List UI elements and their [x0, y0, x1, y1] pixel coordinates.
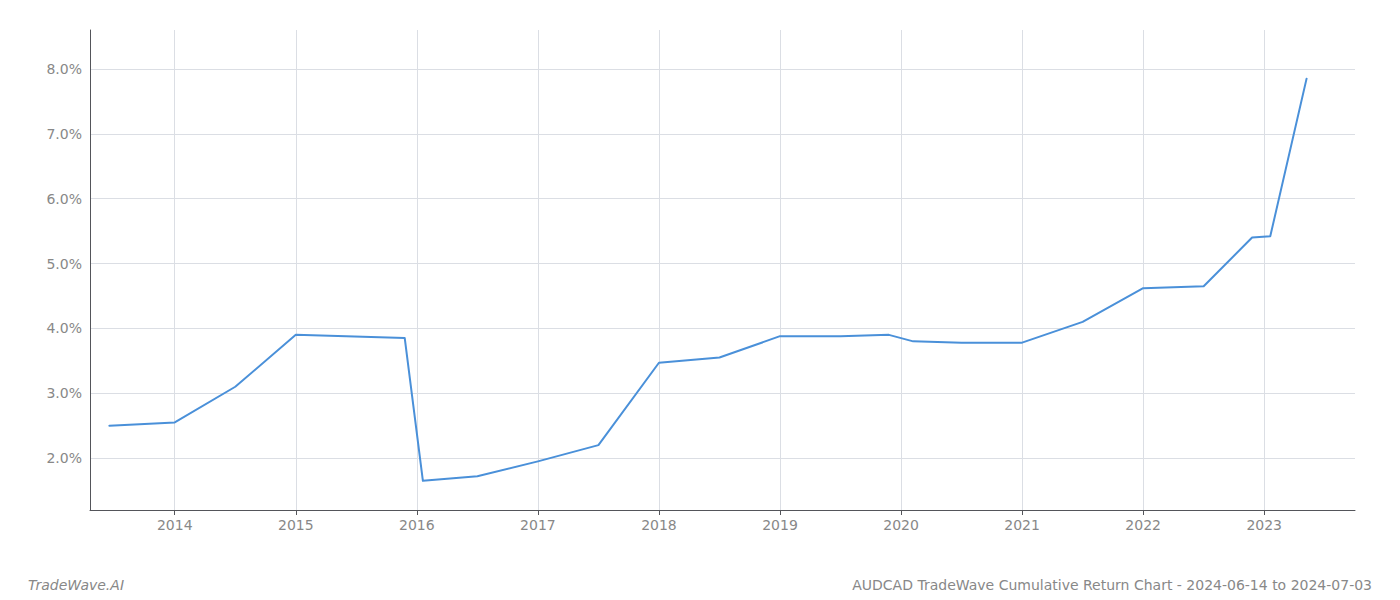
- svg-text:2016: 2016: [399, 517, 435, 533]
- svg-text:6.0%: 6.0%: [46, 191, 82, 207]
- svg-text:5.0%: 5.0%: [46, 256, 82, 272]
- svg-text:7.0%: 7.0%: [46, 126, 82, 142]
- svg-text:8.0%: 8.0%: [46, 61, 82, 77]
- svg-text:2020: 2020: [883, 517, 919, 533]
- svg-text:TradeWave.AI: TradeWave.AI: [28, 577, 124, 593]
- svg-text:2023: 2023: [1246, 517, 1282, 533]
- svg-text:4.0%: 4.0%: [46, 320, 82, 336]
- svg-text:2014: 2014: [157, 517, 193, 533]
- svg-text:2017: 2017: [520, 517, 556, 533]
- svg-text:2021: 2021: [1004, 517, 1040, 533]
- svg-text:2018: 2018: [641, 517, 677, 533]
- svg-text:2.0%: 2.0%: [46, 450, 82, 466]
- svg-text:3.0%: 3.0%: [46, 385, 82, 401]
- svg-text:2019: 2019: [762, 517, 798, 533]
- svg-text:2022: 2022: [1125, 517, 1161, 533]
- svg-text:AUDCAD TradeWave Cumulative Re: AUDCAD TradeWave Cumulative Return Chart…: [852, 577, 1372, 593]
- svg-text:2015: 2015: [278, 517, 314, 533]
